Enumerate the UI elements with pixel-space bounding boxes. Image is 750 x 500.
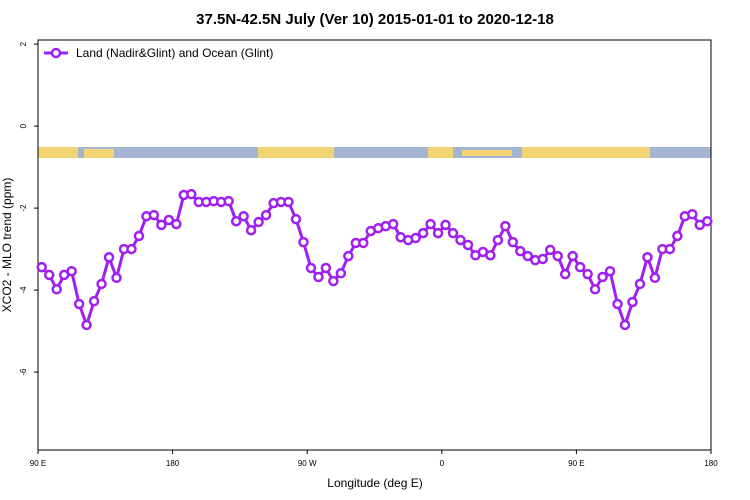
point-marker [537, 253, 548, 265]
point-marker [103, 252, 115, 263]
point-marker [522, 250, 534, 262]
point-marker [664, 243, 676, 255]
point-marker [604, 265, 616, 277]
plot-frame [37, 39, 712, 451]
point-marker [343, 250, 354, 262]
x-axis-label: Longitude (deg E) [327, 476, 422, 490]
x-tick-label: 90 W [298, 459, 317, 468]
point-marker [544, 244, 556, 256]
legend-marker [50, 47, 62, 59]
point-marker [432, 227, 444, 239]
y-tick-label: 0 [19, 123, 28, 128]
point-marker [500, 220, 511, 232]
point-marker [253, 216, 264, 228]
point-marker [634, 278, 646, 290]
point-marker [619, 319, 631, 331]
point-marker [335, 268, 347, 279]
point-marker [589, 284, 601, 295]
y-tick-label: -6 [19, 368, 28, 376]
point-marker [133, 230, 145, 242]
point-marker [313, 271, 324, 283]
point-marker [230, 215, 242, 227]
point-marker [515, 245, 526, 257]
point-marker [43, 269, 55, 281]
point-marker [171, 218, 182, 230]
y-tick-label: -4 [19, 286, 28, 294]
point-marker [492, 234, 504, 246]
x-tick-label: 180 [704, 459, 718, 468]
point-marker [73, 298, 85, 310]
point-marker [612, 298, 623, 310]
point-marker [298, 236, 309, 248]
point-marker [440, 219, 451, 231]
point-marker [627, 296, 638, 308]
point-marker [36, 261, 47, 273]
legend: Land (Nadir&Glint) and Ocean (Glint) [44, 46, 273, 60]
point-marker [245, 224, 257, 236]
x-tick-label: 180 [166, 459, 180, 468]
y-axis-label: XCO2 - MLO trend (ppm) [0, 178, 14, 313]
point-marker [81, 319, 92, 331]
point-marker [582, 268, 593, 280]
point-marker [290, 213, 302, 225]
point-marker [462, 239, 474, 251]
point-marker [358, 237, 369, 249]
point-marker [559, 268, 571, 280]
point-marker [238, 211, 249, 222]
x-tick-label: 0 [440, 459, 445, 468]
point-marker [186, 188, 197, 200]
point-marker [51, 284, 62, 295]
chart-title: 37.5N-42.5N July (Ver 10) 2015-01-01 to … [196, 11, 554, 28]
point-marker [417, 227, 429, 239]
point-marker [111, 272, 122, 284]
point-marker [485, 250, 496, 261]
point-marker [328, 275, 339, 287]
point-marker [320, 262, 332, 274]
point-marker [642, 252, 653, 263]
y-tick-label: 2 [19, 41, 28, 46]
point-marker [410, 232, 421, 244]
point-marker [126, 243, 137, 255]
point-marker [597, 271, 608, 283]
point-marker [447, 227, 459, 239]
point-marker [567, 250, 578, 262]
map-strip [38, 147, 711, 158]
point-marker [574, 261, 586, 273]
point-marker [507, 236, 519, 248]
point-marker [672, 230, 683, 242]
point-marker [649, 272, 661, 284]
point-marker [88, 295, 100, 307]
x-tick-label: 90 E [30, 459, 46, 468]
y-tick-label: -2 [19, 204, 28, 212]
point-marker [66, 265, 77, 277]
legend-label: Land (Nadir&Glint) and Ocean (Glint) [76, 46, 273, 60]
point-marker [163, 214, 175, 226]
series-line [40, 192, 708, 327]
point-marker [687, 209, 698, 220]
point-marker [283, 196, 294, 208]
point-marker [455, 234, 466, 246]
point-marker [702, 215, 713, 227]
point-marker [305, 262, 317, 274]
point-marker [425, 218, 436, 230]
point-marker [387, 218, 399, 230]
point-marker [260, 209, 272, 221]
point-marker [96, 278, 107, 290]
point-marker [552, 250, 563, 262]
point-marker [148, 209, 160, 221]
point-marker [156, 219, 167, 231]
x-tick-label: 90 E [568, 459, 584, 468]
point-marker [223, 195, 234, 207]
